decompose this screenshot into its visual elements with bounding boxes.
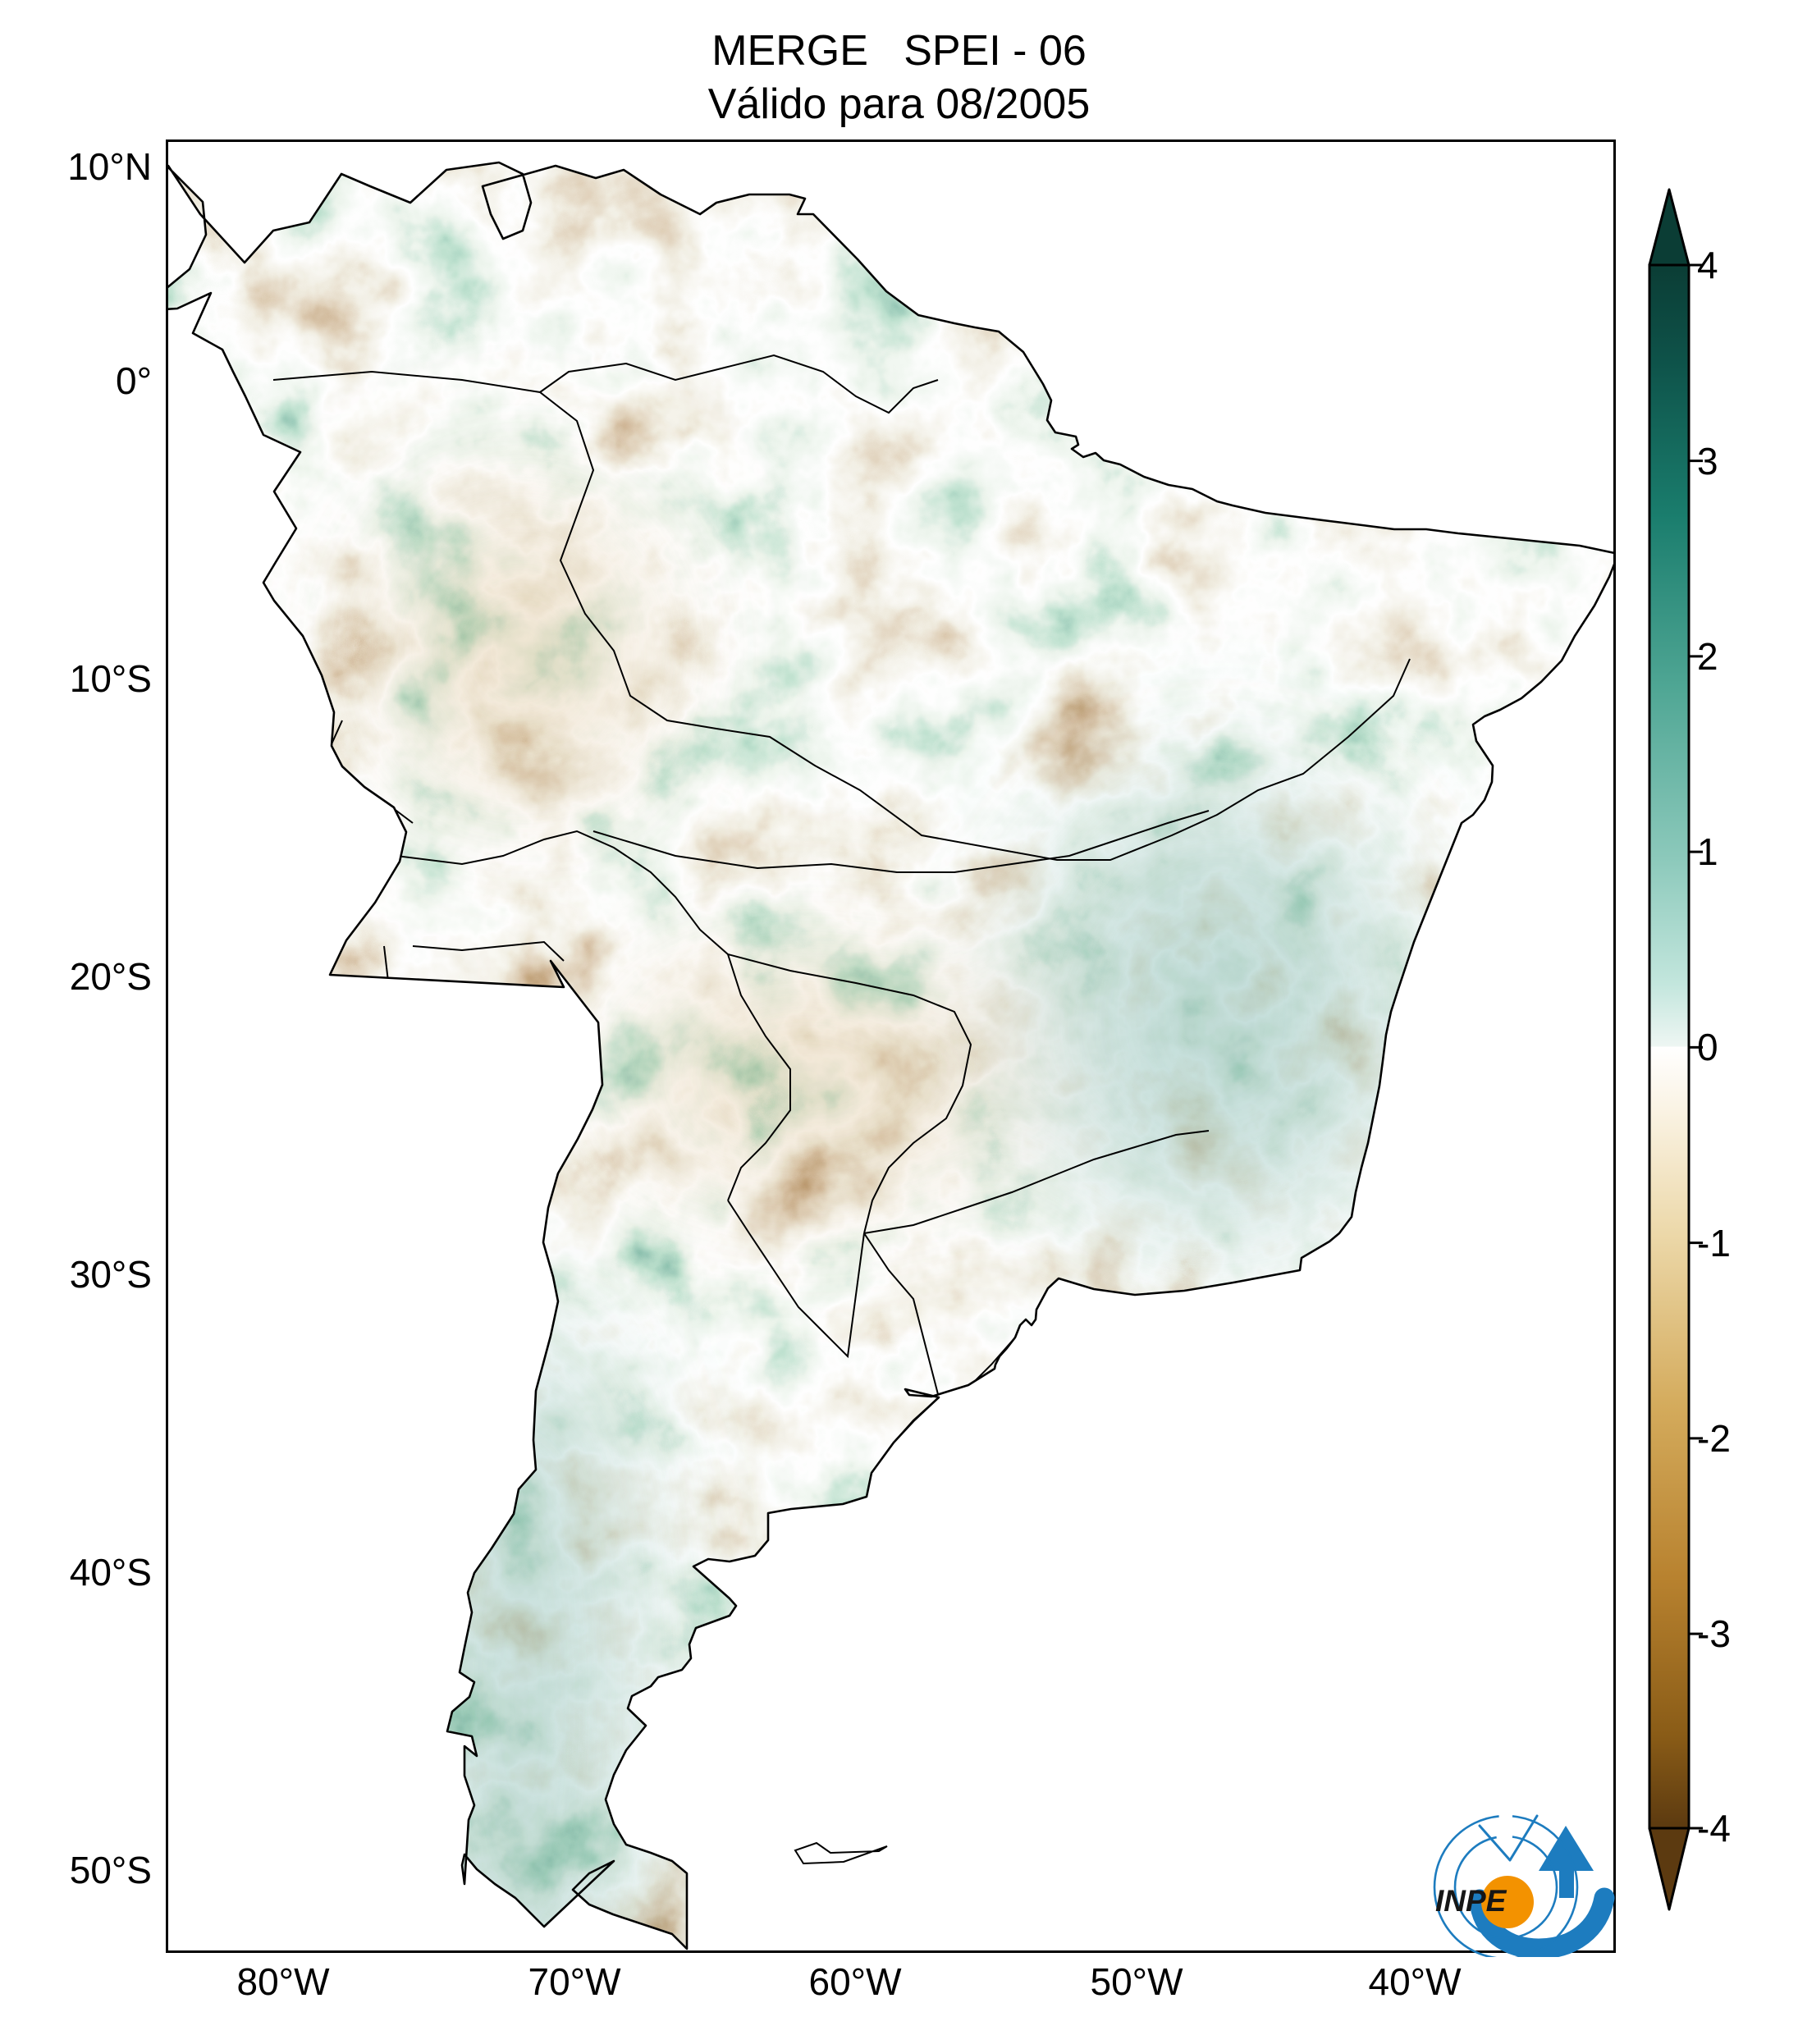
svg-text:INPE: INPE bbox=[1435, 1884, 1507, 1918]
